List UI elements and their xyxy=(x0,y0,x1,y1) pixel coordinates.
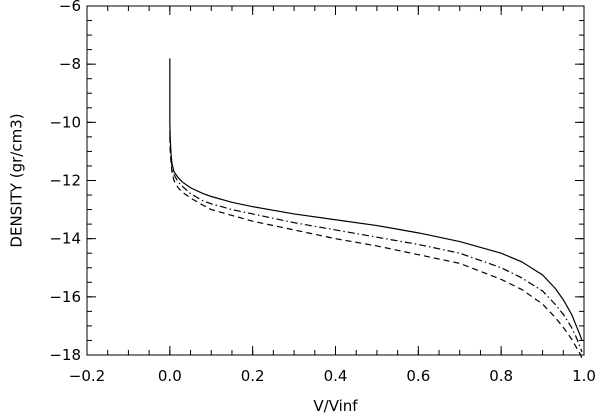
x-tick-label: 0.2 xyxy=(241,367,265,385)
plot-marks xyxy=(169,58,583,359)
y-tick-label: −8 xyxy=(59,55,81,73)
axis-ticks: −0.2 0.0 0.2 0.4 0.6 0.8 1.0 −18 −16 −14 −12 −10 −8 −… xyxy=(49,0,596,385)
y-tick-label: −10 xyxy=(49,113,81,131)
y-axis-label: DENSITY (gr/cm3) xyxy=(8,113,26,247)
x-tick-label: −0.2 xyxy=(69,367,105,385)
series-line-dash-dot xyxy=(169,131,583,353)
x-tick-label: 0.6 xyxy=(406,367,430,385)
x-tick-label: 0.0 xyxy=(158,367,182,385)
plot-frame xyxy=(86,5,585,356)
y-tick-label: −6 xyxy=(59,0,81,15)
series-line-solid xyxy=(169,58,583,341)
x-tick-label: 0.4 xyxy=(324,367,348,385)
y-tick-label: −12 xyxy=(49,172,81,190)
x-axis-label: V/Vinf xyxy=(313,397,358,415)
x-tick-label: 1.0 xyxy=(572,367,596,385)
series-line-dashed xyxy=(169,136,583,359)
y-tick-label: −16 xyxy=(49,288,81,306)
x-tick-label: 0.8 xyxy=(489,367,513,385)
y-tick-label: −14 xyxy=(49,230,81,248)
y-tick-label: −18 xyxy=(49,346,81,364)
